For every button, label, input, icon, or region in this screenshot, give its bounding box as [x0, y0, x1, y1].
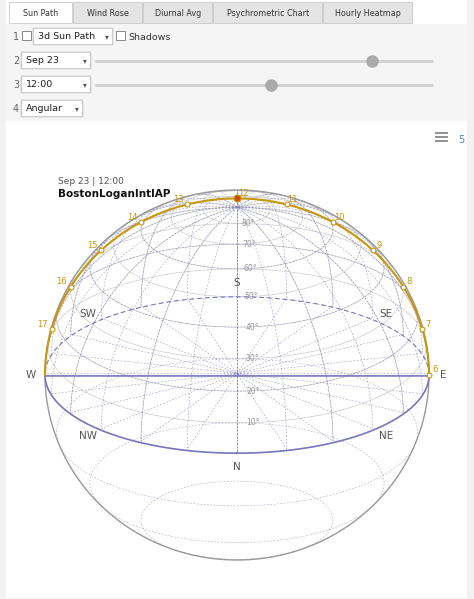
Text: 20°: 20° — [246, 386, 260, 395]
Text: 9: 9 — [376, 241, 382, 250]
Text: 4: 4 — [13, 104, 19, 114]
Text: E: E — [440, 370, 446, 380]
Text: ▾: ▾ — [83, 56, 87, 65]
Text: 10°: 10° — [246, 418, 260, 427]
Text: 5: 5 — [458, 135, 464, 145]
Text: SW: SW — [80, 310, 97, 319]
FancyBboxPatch shape — [21, 52, 91, 69]
FancyBboxPatch shape — [21, 76, 91, 93]
Text: ▾: ▾ — [75, 104, 79, 113]
Text: Hourly Heatmap: Hourly Heatmap — [335, 8, 401, 17]
Text: 8: 8 — [407, 277, 412, 286]
Bar — [22, 31, 31, 40]
Text: 16: 16 — [56, 277, 67, 286]
FancyBboxPatch shape — [33, 28, 113, 45]
Text: NW: NW — [79, 431, 97, 441]
Text: W: W — [26, 370, 36, 380]
Text: 14: 14 — [127, 213, 137, 222]
Text: Wind Rose: Wind Rose — [87, 8, 129, 17]
Text: 15: 15 — [87, 241, 98, 250]
Text: 7: 7 — [426, 320, 431, 329]
Text: 3d Sun Path: 3d Sun Path — [38, 32, 95, 41]
FancyBboxPatch shape — [9, 2, 73, 23]
Text: 50°: 50° — [244, 292, 258, 301]
Text: 13: 13 — [173, 195, 183, 204]
Text: 17: 17 — [37, 320, 48, 329]
Text: N: N — [233, 462, 241, 472]
Text: Shadows: Shadows — [128, 32, 170, 41]
Text: 80°: 80° — [241, 219, 255, 228]
FancyBboxPatch shape — [323, 2, 412, 23]
Text: ▾: ▾ — [83, 80, 87, 89]
FancyBboxPatch shape — [73, 2, 143, 23]
Text: 11: 11 — [287, 195, 298, 204]
Text: 2: 2 — [13, 56, 19, 66]
Text: 10: 10 — [334, 213, 344, 222]
Text: 1: 1 — [13, 32, 19, 42]
Text: 30°: 30° — [246, 355, 259, 364]
FancyBboxPatch shape — [21, 100, 83, 117]
Text: 12: 12 — [238, 189, 248, 198]
Bar — [116, 31, 125, 40]
Text: S: S — [234, 278, 240, 288]
Text: Psychrometric Chart: Psychrometric Chart — [227, 8, 309, 17]
Text: BostonLoganIntlAP: BostonLoganIntlAP — [58, 189, 170, 199]
Text: 60°: 60° — [243, 264, 257, 273]
Text: Angular: Angular — [26, 104, 63, 113]
Text: 40°: 40° — [245, 323, 259, 332]
Bar — [6, 24, 466, 120]
Text: 3: 3 — [13, 80, 19, 90]
Text: 6: 6 — [432, 365, 438, 374]
FancyBboxPatch shape — [213, 2, 322, 23]
Text: Sun Path: Sun Path — [23, 8, 59, 17]
Text: ▾: ▾ — [105, 32, 109, 41]
Text: Diurnal Avg: Diurnal Avg — [155, 8, 201, 17]
Text: 12:00: 12:00 — [26, 80, 53, 89]
Text: SE: SE — [379, 310, 392, 319]
FancyBboxPatch shape — [144, 2, 212, 23]
Text: 70°: 70° — [242, 240, 256, 249]
Text: Sep 23 | 12:00: Sep 23 | 12:00 — [58, 177, 124, 186]
Text: Sep 23: Sep 23 — [26, 56, 59, 65]
Text: NE: NE — [379, 431, 393, 441]
